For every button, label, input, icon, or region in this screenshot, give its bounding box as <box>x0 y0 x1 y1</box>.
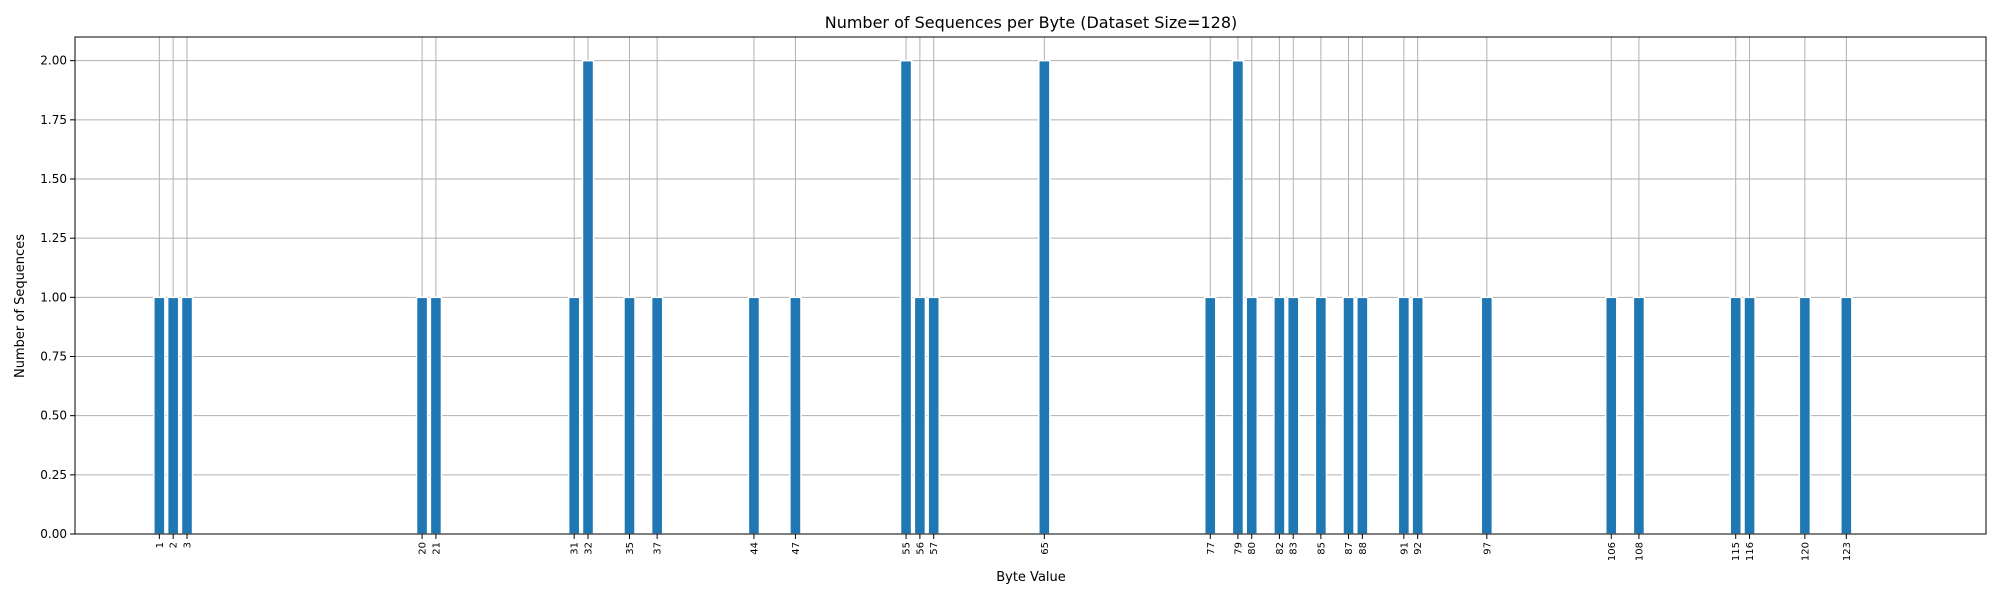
bar-44 <box>747 296 761 535</box>
x-axis-label: Byte Value <box>996 570 1066 585</box>
bar-91 <box>1397 296 1411 535</box>
grid-lines <box>75 37 1986 535</box>
x-tick-label: 21 <box>431 542 442 555</box>
x-tick-label: 20 <box>418 542 429 555</box>
y-axis-ticks: 0.00 0.25 0.50 0.75 1.00 1.25 1.50 1.75 2.00 <box>40 54 75 541</box>
x-tick-label: 57 <box>929 542 940 555</box>
y-tick-label: 0.75 <box>40 350 67 364</box>
bar-108 <box>1632 296 1646 535</box>
bars <box>153 59 1853 535</box>
bar-92 <box>1411 296 1424 535</box>
x-tick-label: 65 <box>1040 542 1051 555</box>
chart-title: Number of Sequences per Byte (Dataset Si… <box>825 13 1238 32</box>
x-axis-ticks: 1 2 3 20 21 31 32 35 37 44 47 55 56 57 65 77 79 80 82 83 85 8… <box>155 534 1853 561</box>
y-tick-label: 0.00 <box>40 527 67 541</box>
y-tick-label: 2.00 <box>40 54 67 68</box>
x-tick-label: 85 <box>1316 542 1327 555</box>
plot-frame <box>74 36 1987 535</box>
bar-77 <box>1203 296 1217 535</box>
bar-85 <box>1314 296 1328 535</box>
x-tick-label: 1 <box>155 542 166 548</box>
x-tick-label: 35 <box>625 542 636 555</box>
bar-3 <box>180 296 194 535</box>
bar-31 <box>567 296 581 535</box>
bar-97 <box>1480 296 1494 535</box>
bar-82 <box>1273 296 1286 535</box>
bar-56 <box>913 296 927 535</box>
y-tick-label: 0.25 <box>40 468 67 482</box>
bar-47 <box>789 296 802 535</box>
x-tick-label: 56 <box>915 542 926 555</box>
x-tick-label: 82 <box>1275 542 1286 555</box>
x-tick-label: 120 <box>1800 542 1811 561</box>
bar-120 <box>1798 296 1812 535</box>
x-tick-label: 91 <box>1399 542 1410 555</box>
x-tick-label: 79 <box>1233 542 1244 555</box>
x-tick-label: 123 <box>1842 542 1853 561</box>
x-tick-label: 115 <box>1731 542 1742 561</box>
bar-21 <box>429 296 443 535</box>
bar-116 <box>1743 296 1756 535</box>
x-tick-label: 88 <box>1358 542 1369 555</box>
bar-79 <box>1231 59 1245 535</box>
x-tick-label: 31 <box>570 542 581 555</box>
bar-123 <box>1840 296 1853 535</box>
bar-88 <box>1356 296 1369 535</box>
y-tick-label: 0.50 <box>40 409 67 423</box>
bar-32 <box>581 59 595 535</box>
y-tick-label: 1.50 <box>40 172 67 186</box>
x-tick-label: 47 <box>791 542 802 555</box>
x-tick-label: 32 <box>584 542 595 555</box>
x-tick-label: 87 <box>1344 542 1355 555</box>
bar-37 <box>650 296 664 535</box>
bar-80 <box>1245 296 1259 535</box>
bar-65 <box>1038 59 1051 535</box>
bar-57 <box>927 296 940 535</box>
bar-1 <box>153 296 166 535</box>
bar-20 <box>415 296 429 535</box>
x-tick-label: 83 <box>1289 542 1300 555</box>
x-tick-label: 77 <box>1206 542 1217 555</box>
x-tick-label: 37 <box>653 542 664 555</box>
bar-2 <box>166 296 180 535</box>
x-tick-label: 44 <box>749 542 760 555</box>
y-tick-label: 1.75 <box>40 113 67 127</box>
x-tick-label: 3 <box>183 542 194 548</box>
x-tick-label: 108 <box>1634 542 1645 561</box>
y-tick-label: 1.25 <box>40 231 67 245</box>
x-tick-label: 97 <box>1482 542 1493 555</box>
bar-115 <box>1729 296 1742 535</box>
bar-106 <box>1604 296 1618 535</box>
bar-35 <box>623 296 636 535</box>
x-tick-label: 2 <box>169 542 180 548</box>
x-tick-label: 116 <box>1745 542 1756 561</box>
bar-83 <box>1286 296 1300 535</box>
y-axis-label: Number of Sequences <box>13 234 28 378</box>
x-tick-label: 55 <box>902 542 913 555</box>
bar-87 <box>1342 296 1355 535</box>
x-tick-label: 106 <box>1607 542 1618 561</box>
y-tick-label: 1.00 <box>40 290 67 304</box>
x-tick-label: 92 <box>1413 542 1424 555</box>
bar-55 <box>899 59 913 535</box>
x-tick-label: 80 <box>1247 542 1258 555</box>
